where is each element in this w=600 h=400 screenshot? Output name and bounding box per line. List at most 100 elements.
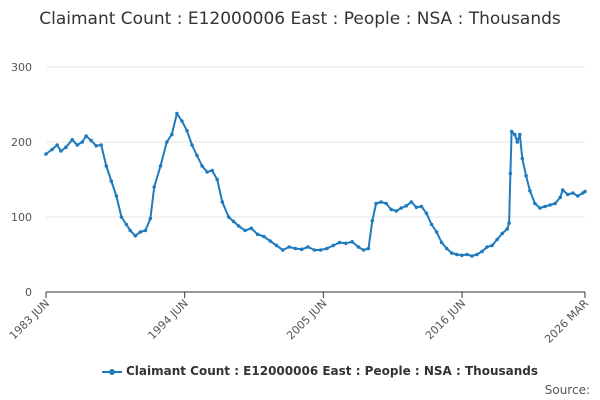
data-point [548, 203, 552, 207]
data-point [210, 168, 214, 173]
data-point [220, 200, 225, 204]
data-point [165, 140, 169, 144]
grid-lines [46, 66, 585, 218]
x-tick-label: 1994 JUN [146, 297, 191, 342]
data-point [389, 207, 394, 212]
y-tick-label: 200 [11, 136, 32, 149]
data-point [158, 164, 163, 168]
data-point [455, 252, 459, 257]
data-point [520, 156, 525, 161]
data-point [299, 247, 304, 252]
data-point [325, 246, 329, 251]
data-point [500, 231, 505, 236]
data-point [138, 230, 143, 234]
data-point [490, 243, 494, 248]
data-point [444, 246, 449, 251]
data-point [399, 206, 404, 210]
data-point [583, 189, 587, 194]
data-point [104, 164, 109, 168]
data-point [249, 226, 254, 231]
series-line [45, 112, 586, 257]
data-point [538, 206, 542, 210]
source-label: Source: [544, 383, 590, 397]
x-tick-label: 2026 MAR [542, 297, 591, 346]
data-point [543, 204, 547, 209]
data-point [318, 248, 323, 252]
data-point [293, 246, 298, 251]
data-point [379, 200, 383, 204]
x-tick-label: 1983 JUN [7, 297, 52, 342]
data-point [524, 174, 528, 178]
data-point [114, 194, 119, 198]
data-point [374, 201, 378, 206]
data-point [429, 222, 434, 227]
data-point [64, 145, 68, 150]
data-point [350, 240, 354, 244]
data-point [205, 170, 209, 174]
data-point [475, 252, 479, 257]
data-point [143, 228, 148, 233]
data-point [124, 222, 129, 227]
data-point [262, 234, 266, 239]
data-point [148, 216, 153, 221]
data-point [175, 111, 179, 116]
data-point [533, 201, 537, 206]
data-point [465, 252, 469, 257]
data-point [190, 143, 194, 147]
data-point [576, 194, 580, 198]
data-point [439, 240, 444, 245]
data-point [306, 245, 310, 249]
data-point [513, 132, 517, 137]
data-point [460, 253, 464, 258]
data-point [449, 251, 454, 255]
legend[interactable]: Claimant Count : E12000006 East : People… [80, 364, 560, 378]
data-point [312, 248, 317, 252]
y-tick-label: 300 [11, 61, 32, 74]
data-point [553, 201, 557, 206]
data-point [370, 219, 375, 223]
data-point [414, 205, 419, 210]
data-point [109, 179, 114, 183]
data-point [255, 232, 260, 237]
x-tick-label: 2005 JUN [284, 297, 329, 342]
data-point [361, 248, 366, 252]
data-point [50, 147, 54, 152]
x-axis: 1983 JUN 1994 JUN 2005 JUN 2016 JUN 2026 MAR [7, 291, 591, 346]
data-point [337, 240, 342, 245]
data-point [565, 192, 570, 197]
data-point [528, 189, 532, 193]
legend-marker-icon [101, 367, 122, 377]
y-tick-label: 100 [11, 211, 32, 224]
data-point [505, 227, 510, 231]
data-point [152, 185, 156, 189]
data-point [236, 224, 241, 228]
series-claimant-count[interactable] [44, 111, 587, 258]
data-point [89, 138, 93, 143]
data-point [231, 219, 236, 224]
data-point [384, 201, 389, 206]
data-point [404, 204, 409, 208]
data-point [480, 249, 484, 254]
chart-title: Claimant Count : E12000006 East : People… [39, 9, 561, 29]
data-point [55, 143, 59, 147]
data-point [180, 119, 184, 123]
data-point [518, 132, 522, 137]
data-point [424, 211, 429, 216]
data-point [195, 153, 199, 158]
data-point [281, 248, 285, 252]
data-point [287, 245, 291, 249]
data-point [366, 246, 371, 251]
data-point [507, 221, 511, 225]
y-axis-tick-labels: 0 100 200 300 [11, 61, 32, 299]
y-tick-label: 0 [25, 286, 32, 299]
data-point [215, 177, 219, 182]
data-point [558, 195, 562, 200]
data-point [274, 243, 279, 248]
data-point [331, 243, 336, 248]
data-point [99, 143, 103, 147]
data-point [200, 164, 204, 168]
data-point [84, 134, 88, 138]
data-point [185, 129, 189, 133]
data-point [243, 228, 247, 233]
